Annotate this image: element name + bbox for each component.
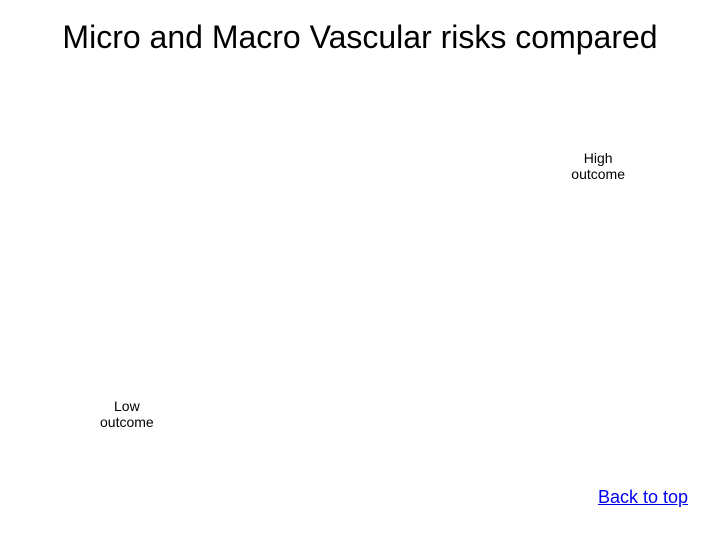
high-outcome-label: Highoutcome [571, 150, 625, 182]
page-title: Micro and Macro Vascular risks compared [0, 0, 720, 56]
low-outcome-label: Lowoutcome [100, 398, 154, 430]
back-to-top-link[interactable]: Back to top [598, 487, 688, 508]
